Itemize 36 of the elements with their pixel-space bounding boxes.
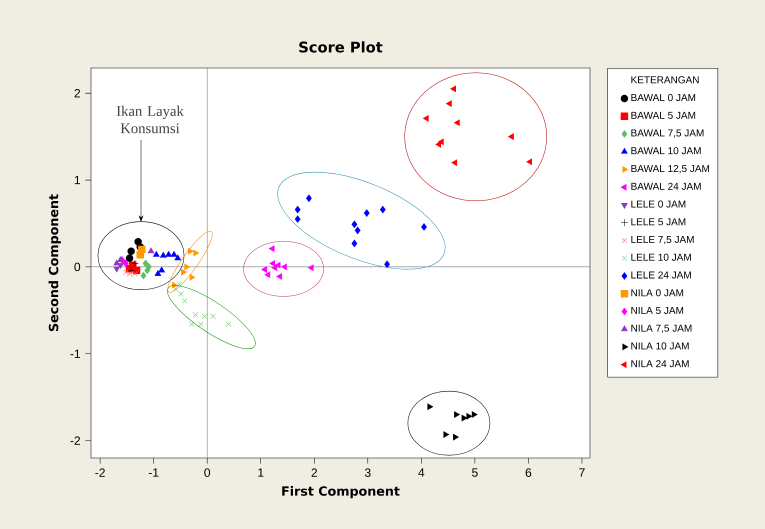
y-tick-label: 0 [74, 262, 80, 272]
y-axis-title: Second Component [48, 194, 61, 332]
legend-title: KETERANGAN [631, 76, 699, 84]
legend-label: NILA 0 JAM [631, 289, 684, 296]
x-tick-label: 2 [312, 468, 317, 477]
legend-label: NILA 5 JAM [631, 307, 684, 314]
x-tick-label: -2 [95, 468, 105, 477]
annotation: Ikan Layak Konsumsi [116, 106, 184, 134]
legend-label: LELE 24 JAM [631, 271, 691, 279]
legend-label: BAWAL 10 JAM [631, 147, 701, 154]
legend-label: LELE 10 JAM [631, 254, 691, 261]
legend-label: BAWAL 0 JAM [631, 94, 696, 102]
legend-label: BAWAL 5 JAM [631, 112, 696, 119]
legend-label: LELE 5 JAM [631, 218, 686, 226]
y-tick-label: -1 [70, 350, 80, 358]
x-tick-label: 4 [418, 468, 424, 477]
x-tick-label: 3 [364, 468, 371, 477]
x-tick-label: 7 [579, 468, 585, 477]
legend-label: BAWAL 7,5 JAM [631, 130, 704, 138]
x-tick-label: -1 [148, 468, 158, 477]
x-tick-label: 5 [472, 468, 478, 477]
y-tick-label: 1 [74, 176, 80, 184]
legend-label: LELE 7,5 JAM [631, 236, 694, 244]
y-tick-label: -2 [70, 436, 80, 445]
x-tick-label: 0 [204, 468, 210, 477]
legend-label: NILA 10 JAM [631, 342, 689, 350]
x-axis-title: First Component [282, 486, 400, 498]
y-tick-label: 2 [74, 88, 80, 98]
legend-label: NILA 7,5 JAM [631, 324, 692, 333]
x-tick-label: 6 [526, 468, 532, 477]
legend-label: NILA 24 JAM [631, 360, 689, 368]
legend-label: BAWAL 24 JAM [631, 182, 701, 190]
chart-title: Score Plot [299, 41, 382, 53]
legend-label: BAWAL 12,5 JAM [631, 164, 710, 174]
legend-label: LELE 0 JAM [631, 200, 686, 208]
x-tick-label: 1 [258, 468, 264, 477]
